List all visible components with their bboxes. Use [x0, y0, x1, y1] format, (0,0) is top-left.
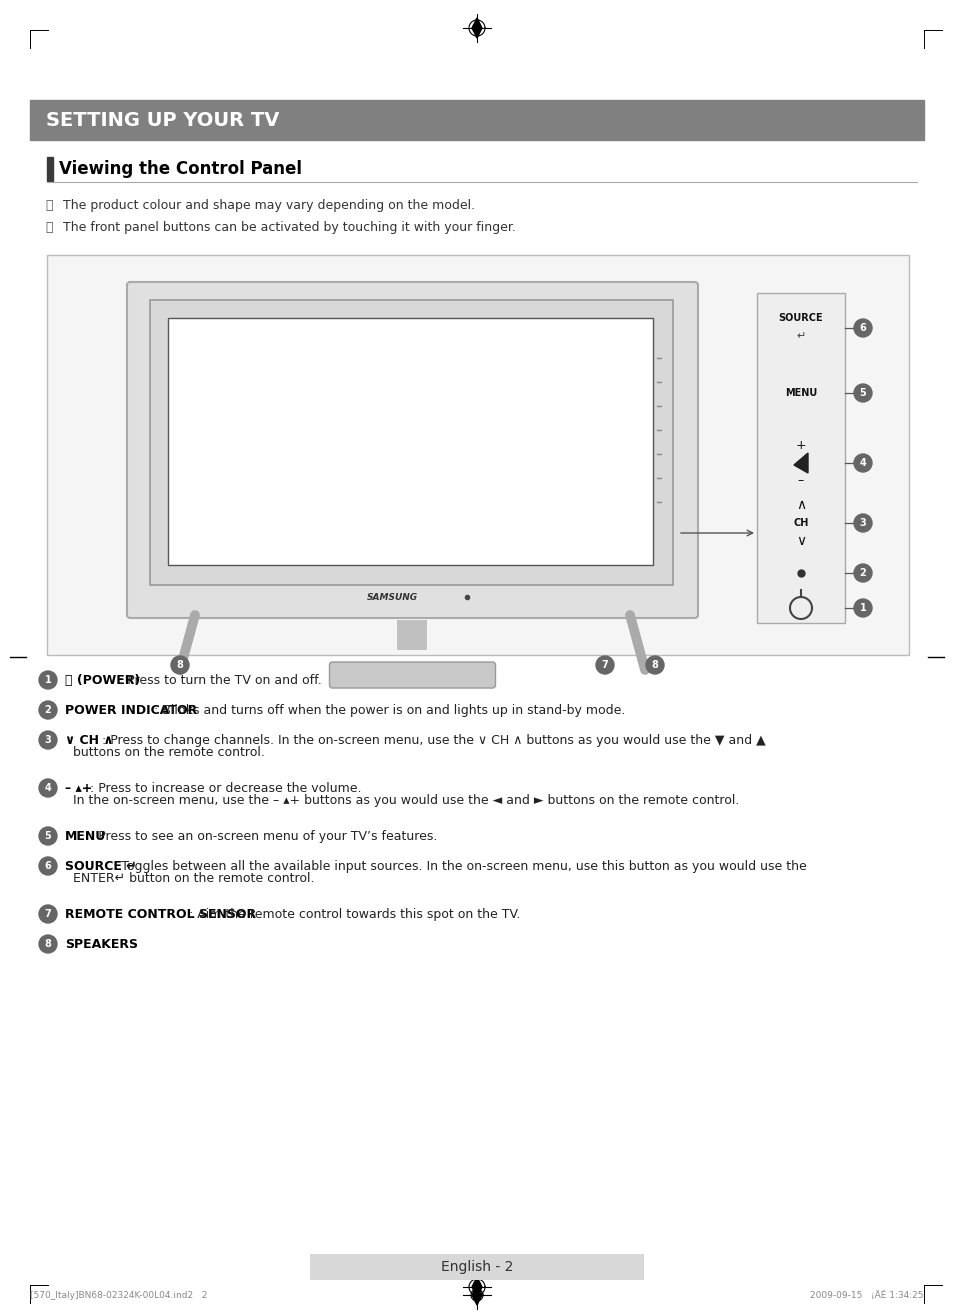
- Text: – ▴+: – ▴+: [65, 781, 92, 794]
- Text: : Press to see an on-screen menu of your TV’s features.: : Press to see an on-screen menu of your…: [91, 830, 437, 843]
- Text: ENTER↵ button on the remote control.: ENTER↵ button on the remote control.: [73, 872, 314, 885]
- Circle shape: [171, 656, 189, 675]
- Text: : Press to increase or decrease the volume.: : Press to increase or decrease the volu…: [91, 781, 361, 794]
- Text: 1: 1: [45, 675, 51, 685]
- Text: [570_Italy]BN68-02324K-00L04.ind2   2: [570_Italy]BN68-02324K-00L04.ind2 2: [30, 1290, 207, 1299]
- Text: : Press to change channels. In the on-screen menu, use the ∨ CH ∧ buttons as you: : Press to change channels. In the on-sc…: [102, 734, 764, 747]
- Text: ⏻ (POWER): ⏻ (POWER): [65, 673, 140, 686]
- Text: MENU: MENU: [784, 388, 817, 398]
- Polygon shape: [472, 1285, 481, 1304]
- Text: : Aim the remote control towards this spot on the TV.: : Aim the remote control towards this sp…: [189, 907, 519, 920]
- Text: 2009-09-15   ¡ÄÉ 1:34:25: 2009-09-15 ¡ÄÉ 1:34:25: [810, 1290, 923, 1299]
- Text: ∧: ∧: [795, 498, 805, 512]
- Bar: [47, 156, 53, 181]
- Text: 5: 5: [859, 388, 865, 398]
- Circle shape: [39, 827, 57, 846]
- Bar: [310, 1255, 643, 1279]
- Circle shape: [853, 454, 871, 472]
- Text: SETTING UP YOUR TV: SETTING UP YOUR TV: [46, 110, 279, 129]
- Text: POWER INDICATOR: POWER INDICATOR: [65, 704, 197, 717]
- Text: : Press to turn the TV on and off.: : Press to turn the TV on and off.: [119, 673, 321, 686]
- Text: 6: 6: [45, 861, 51, 871]
- Text: : Blinks and turns off when the power is on and lights up in stand-by mode.: : Blinks and turns off when the power is…: [153, 704, 625, 717]
- Bar: [47, 255, 908, 655]
- Text: 2: 2: [859, 568, 865, 579]
- Circle shape: [645, 656, 663, 675]
- Text: SPEAKERS: SPEAKERS: [65, 938, 138, 951]
- Text: 7: 7: [45, 909, 51, 919]
- Text: ∨ CH ∧: ∨ CH ∧: [65, 734, 113, 747]
- Circle shape: [39, 731, 57, 750]
- Bar: [30, 100, 923, 139]
- FancyBboxPatch shape: [329, 661, 495, 688]
- Text: 1: 1: [859, 604, 865, 613]
- Text: –: –: [797, 475, 803, 488]
- Circle shape: [39, 778, 57, 797]
- Text: buttons on the remote control.: buttons on the remote control.: [73, 746, 265, 759]
- Circle shape: [39, 905, 57, 923]
- Text: ∨: ∨: [795, 534, 805, 548]
- Circle shape: [39, 935, 57, 953]
- Text: +: +: [795, 438, 805, 451]
- Bar: [757, 293, 844, 623]
- Text: 7: 7: [601, 660, 608, 671]
- Text: ↵: ↵: [796, 331, 805, 341]
- Polygon shape: [472, 1277, 481, 1297]
- Text: 8: 8: [651, 660, 658, 671]
- Text: SOURCE: SOURCE: [778, 313, 822, 323]
- Text: English - 2: English - 2: [440, 1260, 513, 1274]
- Polygon shape: [793, 452, 807, 473]
- Circle shape: [39, 857, 57, 874]
- Text: The product colour and shape may vary depending on the model.: The product colour and shape may vary de…: [63, 199, 475, 212]
- Circle shape: [853, 600, 871, 617]
- Bar: [397, 619, 427, 650]
- Circle shape: [853, 320, 871, 337]
- Text: SAMSUNG: SAMSUNG: [367, 593, 417, 601]
- Text: 4: 4: [859, 458, 865, 468]
- Text: 8: 8: [176, 660, 183, 671]
- Circle shape: [853, 564, 871, 583]
- Text: SOURCE ↵: SOURCE ↵: [65, 860, 136, 872]
- Text: 3: 3: [859, 518, 865, 529]
- Bar: [150, 300, 672, 585]
- Text: ⌗: ⌗: [45, 199, 52, 212]
- Text: 2: 2: [45, 705, 51, 715]
- Polygon shape: [472, 18, 481, 38]
- Text: MENU: MENU: [65, 830, 106, 843]
- Circle shape: [853, 514, 871, 533]
- Circle shape: [39, 701, 57, 719]
- Text: 8: 8: [45, 939, 51, 949]
- Text: : Toggles between all the available input sources. In the on-screen menu, use th: : Toggles between all the available inpu…: [113, 860, 806, 872]
- Text: REMOTE CONTROL SENSOR: REMOTE CONTROL SENSOR: [65, 907, 255, 920]
- Circle shape: [39, 671, 57, 689]
- Text: Viewing the Control Panel: Viewing the Control Panel: [59, 160, 302, 178]
- Text: 6: 6: [859, 323, 865, 333]
- FancyBboxPatch shape: [127, 281, 698, 618]
- Circle shape: [596, 656, 614, 675]
- Text: 3: 3: [45, 735, 51, 746]
- Text: CH: CH: [793, 518, 808, 529]
- Text: 5: 5: [45, 831, 51, 842]
- Text: In the on-screen menu, use the – ▴+ buttons as you would use the ◄ and ► buttons: In the on-screen menu, use the – ▴+ butt…: [73, 793, 739, 806]
- Text: The front panel buttons can be activated by touching it with your finger.: The front panel buttons can be activated…: [63, 221, 516, 234]
- Circle shape: [853, 384, 871, 402]
- Bar: [168, 318, 652, 565]
- Text: ⌗: ⌗: [45, 221, 52, 234]
- Text: 4: 4: [45, 782, 51, 793]
